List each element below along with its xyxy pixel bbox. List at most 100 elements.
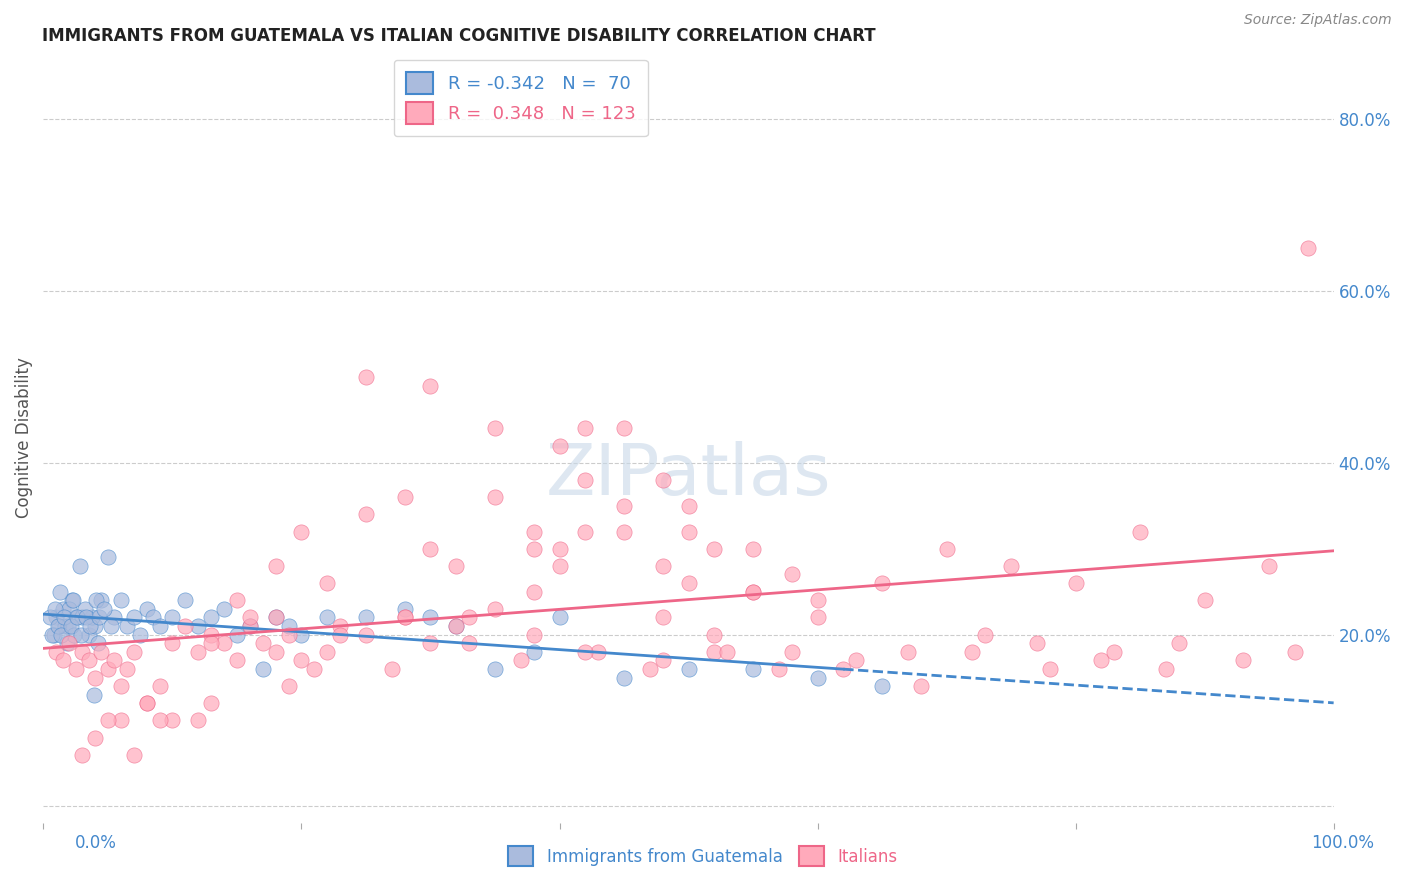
Point [419, 378, 441, 392]
Point [83, 688, 105, 702]
Point [1258, 558, 1281, 573]
Point [574, 421, 596, 435]
Point [548, 558, 571, 573]
Point [212, 602, 235, 616]
Point [122, 645, 145, 659]
Point [135, 602, 157, 616]
Point [52, 602, 75, 616]
Point [613, 499, 636, 513]
Point [52, 653, 75, 667]
Point [678, 662, 700, 676]
Point [239, 619, 262, 633]
Point [523, 541, 546, 556]
Point [97, 714, 120, 728]
Point [63, 627, 86, 641]
Point [613, 421, 636, 435]
Point [651, 473, 673, 487]
Point [44, 602, 66, 616]
Point [1129, 524, 1152, 539]
Point [678, 499, 700, 513]
Point [60, 593, 83, 607]
Point [703, 541, 725, 556]
Point [97, 662, 120, 676]
Point [174, 593, 197, 607]
Point [806, 610, 828, 624]
Point [446, 558, 468, 573]
Point [135, 696, 157, 710]
Point [58, 636, 80, 650]
Point [148, 679, 170, 693]
Point [77, 627, 100, 641]
Point [142, 610, 165, 624]
Point [742, 662, 765, 676]
Point [354, 610, 377, 624]
Point [65, 662, 87, 676]
Text: IMMIGRANTS FROM GUATEMALA VS ITALIAN COGNITIVE DISABILITY CORRELATION CHART: IMMIGRANTS FROM GUATEMALA VS ITALIAN COG… [42, 27, 876, 45]
Point [55, 636, 77, 650]
Point [935, 541, 957, 556]
Point [70, 645, 93, 659]
Point [277, 619, 299, 633]
Point [45, 610, 67, 624]
Point [187, 619, 209, 633]
Point [1232, 653, 1254, 667]
Point [187, 714, 209, 728]
Point [651, 653, 673, 667]
Point [239, 619, 262, 633]
Point [187, 645, 209, 659]
Point [90, 645, 112, 659]
Legend: R = -0.342   N =  70, R =  0.348   N = 123: R = -0.342 N = 70, R = 0.348 N = 123 [394, 60, 648, 136]
Point [86, 593, 108, 607]
Point [1154, 662, 1177, 676]
Point [129, 627, 152, 641]
Point [806, 671, 828, 685]
Point [1296, 241, 1319, 255]
Point [419, 636, 441, 650]
Point [742, 584, 765, 599]
Point [277, 627, 299, 641]
Point [264, 610, 287, 624]
Point [41, 627, 63, 641]
Point [484, 662, 506, 676]
Point [446, 619, 468, 633]
Point [394, 610, 416, 624]
Point [484, 602, 506, 616]
Point [1284, 645, 1306, 659]
Point [523, 584, 546, 599]
Point [316, 645, 339, 659]
Point [70, 610, 93, 624]
Point [509, 653, 531, 667]
Point [82, 610, 104, 624]
Point [110, 679, 132, 693]
Point [69, 558, 91, 573]
Point [148, 714, 170, 728]
Point [226, 593, 249, 607]
Text: 0.0%: 0.0% [75, 834, 117, 852]
Point [252, 662, 274, 676]
Point [117, 662, 139, 676]
Point [264, 645, 287, 659]
Point [574, 524, 596, 539]
Point [200, 636, 222, 650]
Point [419, 541, 441, 556]
Point [53, 619, 76, 633]
Point [87, 610, 110, 624]
Point [58, 602, 80, 616]
Point [66, 610, 89, 624]
Point [651, 610, 673, 624]
Point [742, 541, 765, 556]
Point [53, 610, 76, 624]
Point [586, 645, 609, 659]
Point [548, 610, 571, 624]
Point [523, 524, 546, 539]
Point [200, 627, 222, 641]
Point [1000, 558, 1022, 573]
Point [316, 610, 339, 624]
Point [103, 610, 125, 624]
Point [523, 627, 546, 641]
Point [51, 627, 73, 641]
Point [264, 610, 287, 624]
Point [162, 714, 184, 728]
Point [870, 679, 893, 693]
Point [394, 602, 416, 616]
